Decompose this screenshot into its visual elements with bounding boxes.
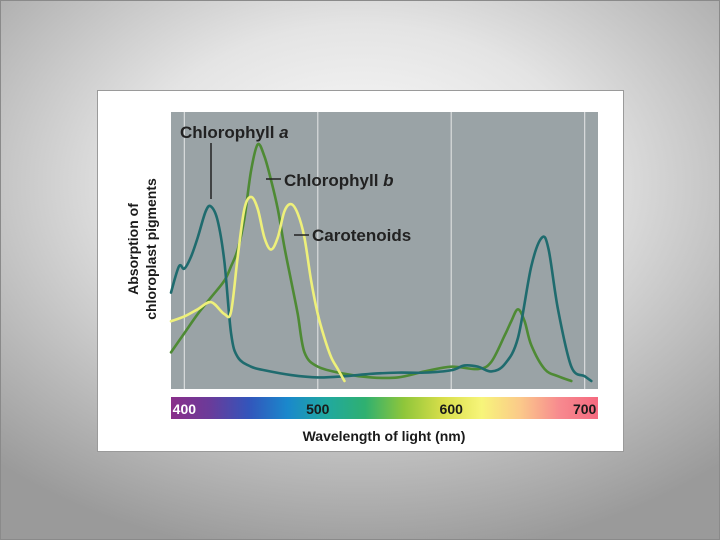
series-label-chlorophyll-b: Chlorophyll b (284, 171, 394, 190)
series-line-carotenoids (169, 195, 346, 383)
plot-area (171, 112, 598, 389)
series-line-chlorophyll-b (169, 142, 573, 383)
x-tick-label-600: 600 (440, 401, 464, 417)
x-tick-label-700: 700 (573, 401, 597, 417)
y-axis-label-line1: Absorption of (125, 203, 141, 295)
series-label-carotenoids: Carotenoids (312, 226, 411, 245)
absorption-spectrum-figure: Chlorophyll a Chlorophyll b Carotenoids 40… (97, 90, 624, 452)
spectrum-bar (171, 397, 598, 419)
series-label-chlorophyll-a: Chlorophyll a (180, 123, 289, 142)
absorption-chart: Chlorophyll a Chlorophyll b Carotenoids 40… (125, 112, 598, 444)
x-tick-label-500: 500 (306, 401, 330, 417)
x-tick-label-400: 400 (173, 401, 197, 417)
x-axis-label: Wavelength of light (nm) (303, 428, 466, 444)
y-axis-label-line2: chloroplast pigments (143, 178, 159, 320)
series-line-chlorophyll-a (169, 204, 593, 383)
